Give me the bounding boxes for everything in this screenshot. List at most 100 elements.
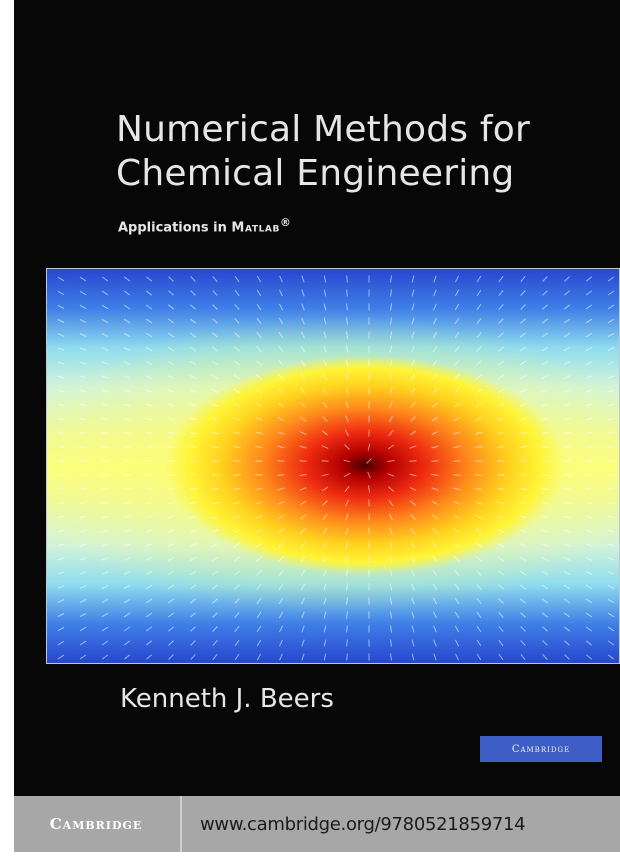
vector-arrow <box>498 612 504 618</box>
vector-arrow <box>367 471 371 479</box>
vector-arrow <box>345 499 349 507</box>
vector-arrow <box>585 488 593 490</box>
vector-arrow <box>233 446 241 448</box>
vector-arrow <box>497 556 505 562</box>
vector-arrow <box>454 360 460 366</box>
vector-arrow <box>541 501 549 505</box>
vector-arrow <box>343 472 351 478</box>
vector-arrow <box>388 415 394 423</box>
vector-arrow <box>167 389 175 393</box>
vector-arrow <box>123 501 131 505</box>
vector-arrow <box>211 584 219 590</box>
vector-arrow <box>145 332 153 338</box>
vector-arrow <box>79 304 87 310</box>
vector-arrow <box>211 542 219 548</box>
vector-arrow <box>123 488 131 490</box>
vector-arrow <box>321 445 329 449</box>
vector-arrow <box>167 360 175 366</box>
vector-arrow <box>344 444 350 450</box>
vector-arrow <box>256 556 262 562</box>
vector-arrow <box>409 460 417 462</box>
vector-arrow <box>301 639 305 647</box>
vector-arrow <box>79 654 87 660</box>
vector-arrow <box>323 583 327 591</box>
vector-arrow <box>431 416 439 422</box>
vector-arrow <box>433 289 437 297</box>
vector-arrow <box>256 331 262 339</box>
vector-arrow <box>57 626 65 632</box>
vector-arrow <box>300 541 306 549</box>
vector-arrow <box>79 389 87 393</box>
vector-arrow <box>167 570 175 576</box>
vector-arrow <box>411 345 415 353</box>
vector-arrow <box>520 653 526 661</box>
vector-arrow <box>79 626 87 632</box>
vector-arrow <box>476 653 482 661</box>
vector-arrow <box>79 571 87 575</box>
vector-arrow <box>519 542 527 548</box>
vector-arrow <box>301 275 305 283</box>
vector-arrow <box>322 513 328 521</box>
footer-url-link[interactable]: www.cambridge.org/9780521859714 <box>200 813 526 835</box>
vector-arrow <box>301 611 305 619</box>
vector-arrow <box>123 543 131 547</box>
vector-arrow <box>431 500 439 506</box>
vector-arrow <box>563 584 571 590</box>
vector-arrow <box>498 584 504 590</box>
vector-arrow <box>322 387 328 395</box>
vector-arrow <box>519 584 527 590</box>
vector-arrow <box>476 570 482 576</box>
vector-arrow <box>475 417 483 421</box>
vector-arrow <box>278 556 284 562</box>
vector-arrow <box>476 303 482 311</box>
vector-arrow <box>101 598 109 604</box>
vector-arrow <box>346 317 348 325</box>
vector-arrow <box>454 317 460 325</box>
vector-arrow <box>167 612 175 618</box>
vector-arrow <box>607 571 615 575</box>
vector-arrow <box>497 515 505 519</box>
vector-arrow <box>145 584 153 590</box>
vector-arrow <box>323 373 327 381</box>
vector-arrow <box>79 347 87 351</box>
vector-arrow <box>189 374 197 380</box>
vector-arrow <box>322 416 328 422</box>
vector-arrow <box>167 488 175 490</box>
vector-arrow <box>189 598 197 604</box>
vector-arrow <box>388 486 394 492</box>
vector-arrow <box>278 388 284 394</box>
vector-arrow <box>541 375 549 379</box>
vector-arrow <box>519 403 527 407</box>
vector-arrow <box>189 515 197 519</box>
vector-arrow <box>323 289 327 297</box>
vector-arrow <box>299 500 307 506</box>
vector-arrow <box>585 276 593 282</box>
vector-arrow <box>585 304 593 310</box>
vector-arrow <box>431 514 439 520</box>
vector-arrow <box>563 598 571 604</box>
vector-arrow <box>520 275 526 283</box>
vector-arrow <box>346 345 348 353</box>
vector-arrow <box>453 528 461 534</box>
vector-arrow <box>368 415 370 423</box>
vector-arrow <box>167 557 175 561</box>
vector-arrow <box>323 345 327 353</box>
vector-arrow <box>57 613 65 617</box>
vector-arrow <box>145 432 153 434</box>
vector-arrow <box>323 555 327 563</box>
vector-arrow <box>79 529 87 533</box>
vector-arrow <box>233 403 241 407</box>
vector-arrow <box>432 555 438 563</box>
vector-arrow <box>563 375 571 379</box>
vector-arrow <box>346 611 348 619</box>
cover-field-illustration <box>46 268 620 664</box>
vector-arrow <box>346 653 348 661</box>
vector-arrow <box>145 318 153 324</box>
vector-arrow <box>563 432 571 434</box>
vector-arrow <box>123 361 131 365</box>
vector-arrow <box>233 487 241 491</box>
footer-divider <box>180 796 182 852</box>
vector-arrow <box>79 640 87 646</box>
vector-arrow <box>563 290 571 296</box>
